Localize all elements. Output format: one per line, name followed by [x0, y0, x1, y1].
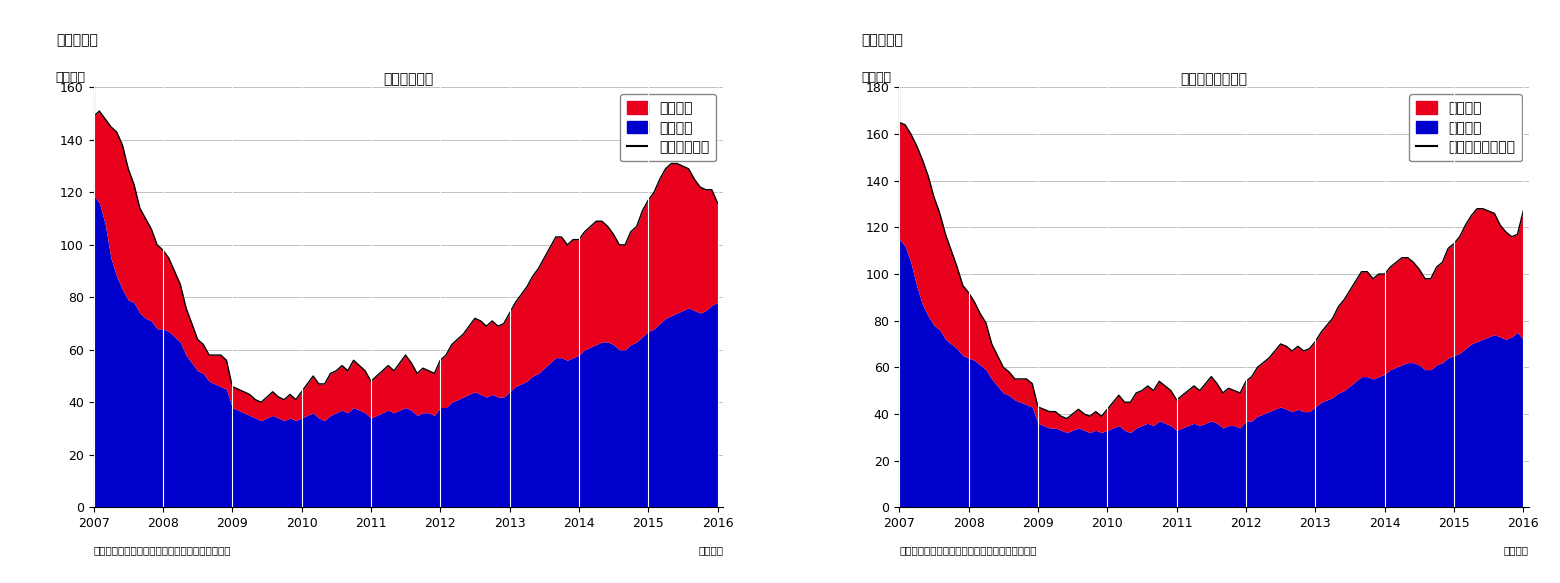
- Legend: 集合住宅, 一戸建て, 住宅建築許可件数: 集合住宅, 一戸建て, 住宅建築許可件数: [1409, 94, 1523, 161]
- Legend: 集合住宅, 一戸建て, 住宅着工件数: 集合住宅, 一戸建て, 住宅着工件数: [619, 94, 716, 161]
- Text: （万件）: （万件）: [861, 71, 892, 83]
- Title: 住宅着工件数: 住宅着工件数: [384, 72, 434, 86]
- Text: （資料）センサス局よりニッセイ基礎研究所作成: （資料）センサス局よりニッセイ基礎研究所作成: [899, 545, 1037, 555]
- Text: （月次）: （月次）: [697, 545, 724, 555]
- Title: 住宅着工許可件数: 住宅着工許可件数: [1181, 72, 1248, 86]
- Text: （月次）: （月次）: [1504, 545, 1529, 555]
- Text: （図表１）: （図表１）: [56, 33, 98, 47]
- Text: （資料）センサス局よりニッセイ基礎研究所作成: （資料）センサス局よりニッセイ基礎研究所作成: [94, 545, 231, 555]
- Text: （図表２）: （図表２）: [861, 33, 903, 47]
- Text: （万件）: （万件）: [56, 71, 86, 83]
